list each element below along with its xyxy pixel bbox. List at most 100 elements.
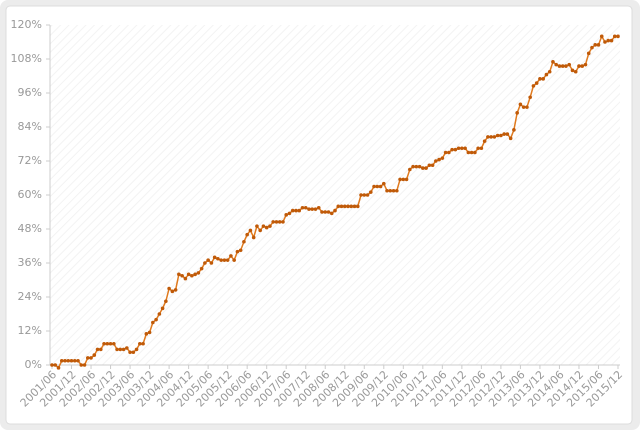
point — [320, 210, 324, 214]
point — [196, 271, 201, 275]
point — [242, 239, 246, 244]
y-tick-label: 0% — [25, 358, 42, 371]
point — [528, 95, 532, 100]
point — [521, 105, 526, 109]
point — [352, 204, 357, 209]
point — [290, 208, 295, 213]
point — [544, 72, 549, 77]
point — [577, 64, 581, 68]
point — [333, 208, 337, 213]
point — [534, 81, 539, 85]
point — [138, 341, 142, 346]
point — [525, 105, 529, 109]
point — [180, 273, 184, 278]
y-tick-label: 72% — [18, 154, 42, 167]
point — [447, 150, 451, 155]
point — [98, 347, 103, 352]
point — [342, 204, 347, 209]
point — [294, 208, 298, 213]
point — [264, 225, 269, 230]
point — [586, 51, 591, 56]
point — [456, 146, 461, 151]
point — [63, 358, 67, 363]
point — [141, 341, 145, 346]
point — [216, 256, 220, 261]
point — [460, 146, 464, 151]
point — [391, 188, 396, 193]
point — [381, 181, 386, 186]
point — [557, 64, 562, 68]
point — [183, 276, 188, 281]
point — [567, 62, 572, 67]
point — [131, 350, 136, 355]
point — [349, 204, 354, 209]
point — [154, 317, 158, 322]
point — [160, 306, 165, 311]
point — [329, 211, 334, 216]
point — [560, 64, 565, 68]
point — [414, 164, 419, 169]
point — [538, 77, 542, 81]
point — [297, 208, 302, 213]
point — [424, 166, 428, 170]
point — [89, 356, 93, 360]
point — [417, 164, 422, 169]
point — [502, 132, 506, 136]
point — [512, 128, 516, 132]
point — [450, 147, 454, 152]
point — [300, 205, 305, 210]
point — [193, 272, 197, 277]
point — [547, 69, 552, 74]
point — [398, 177, 402, 182]
point — [326, 210, 331, 214]
point — [271, 220, 275, 224]
point — [395, 188, 399, 193]
point — [170, 289, 175, 294]
point — [209, 261, 214, 265]
point — [50, 363, 54, 367]
point — [222, 258, 227, 262]
point — [479, 146, 484, 151]
point — [590, 45, 594, 50]
point — [128, 350, 132, 355]
point — [281, 220, 285, 224]
point — [411, 164, 415, 169]
y-tick-label: 84% — [18, 120, 42, 133]
point — [476, 146, 480, 151]
point — [303, 205, 308, 210]
point — [190, 273, 194, 278]
point — [258, 228, 262, 233]
point — [505, 132, 510, 136]
point — [235, 249, 240, 254]
point — [274, 220, 279, 224]
point — [134, 347, 139, 352]
point — [85, 356, 90, 360]
point — [125, 346, 129, 350]
point — [385, 188, 389, 193]
point — [401, 177, 406, 182]
point — [453, 147, 458, 152]
point — [375, 184, 380, 189]
point — [268, 224, 272, 228]
point — [53, 363, 58, 367]
y-tick-label: 36% — [18, 256, 42, 269]
point — [365, 193, 370, 197]
point — [372, 184, 376, 189]
point — [105, 341, 110, 346]
point — [112, 341, 116, 346]
y-tick-label: 60% — [18, 188, 42, 201]
point — [56, 366, 61, 370]
point — [339, 204, 344, 209]
point — [115, 347, 119, 352]
point — [232, 258, 236, 262]
point — [469, 150, 474, 155]
point — [443, 150, 448, 155]
y-tick-label: 12% — [18, 324, 42, 337]
plot-area — [50, 25, 620, 365]
point — [102, 341, 106, 346]
point — [489, 135, 493, 139]
y-tick-label: 48% — [18, 222, 42, 235]
point — [277, 220, 282, 224]
point — [378, 184, 383, 189]
